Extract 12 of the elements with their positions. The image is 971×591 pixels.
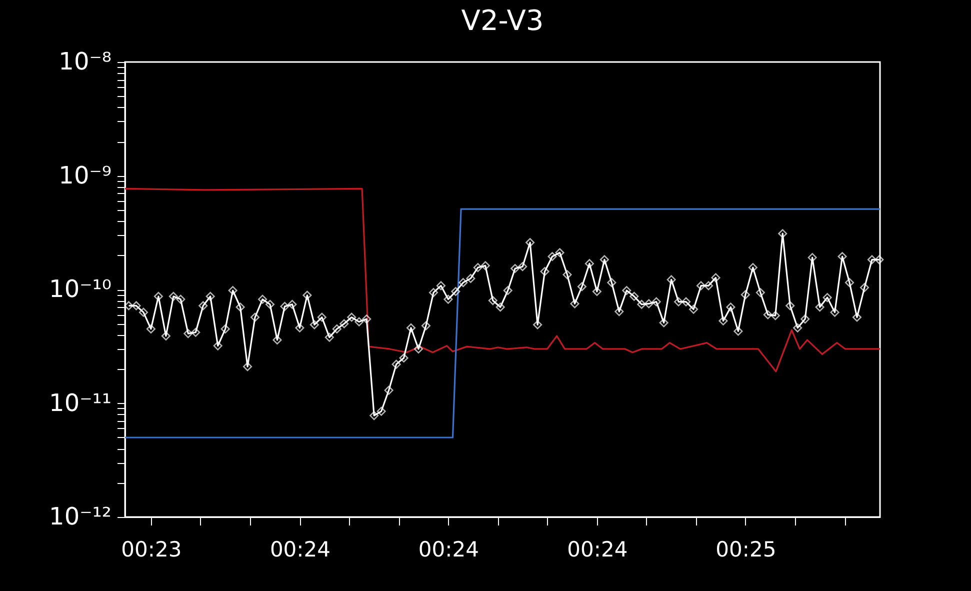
y-tick-label: 10⁻⁹	[58, 161, 112, 190]
y-tick-label: 10⁻⁸	[58, 48, 112, 76]
x-tick-label: 00:24	[567, 538, 628, 562]
y-tick-label: 10⁻¹¹	[49, 388, 112, 417]
x-tick-label: 00:24	[418, 538, 479, 562]
y-tick-label: 10⁻¹⁰	[49, 275, 112, 303]
x-tick-label: 00:23	[121, 538, 182, 562]
x-tick-label: 00:25	[716, 538, 776, 562]
chart-title: V2-V3	[461, 4, 544, 37]
line-series	[124, 188, 881, 372]
x-tick-label: 00:24	[270, 538, 330, 562]
y-tick-label: 10⁻¹²	[49, 502, 112, 530]
